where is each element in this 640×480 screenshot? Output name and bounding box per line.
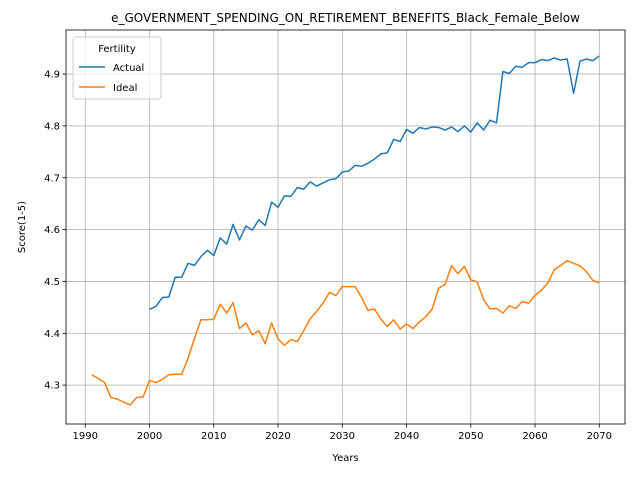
chart-title: e_GOVERNMENT_SPENDING_ON_RETIREMENT_BENE… bbox=[111, 11, 580, 25]
x-tick-label: 2050 bbox=[458, 431, 483, 442]
plot-frame bbox=[65, 29, 626, 425]
x-tick-label: 2060 bbox=[522, 431, 547, 442]
legend-label-ideal: Ideal bbox=[113, 83, 137, 94]
series-line-ideal bbox=[91, 259, 600, 406]
grid bbox=[66, 30, 625, 424]
y-tick-label: 4.3 bbox=[44, 381, 60, 392]
x-tick-label: 1990 bbox=[73, 431, 98, 442]
legend: Fertility Actual Ideal bbox=[72, 36, 162, 100]
axis-ticks: 1990 2000 2010 2020 2030 2040 2050 2060 2070 4.3 4… bbox=[44, 70, 612, 442]
legend-title: Fertility bbox=[98, 44, 136, 55]
legend-items: Actual Ideal bbox=[79, 63, 144, 94]
legend-box bbox=[72, 36, 162, 100]
y-tick-label: 4.5 bbox=[44, 277, 60, 288]
y-tick-label: 4.7 bbox=[44, 173, 60, 184]
legend-label-actual: Actual bbox=[113, 63, 144, 74]
x-tick-label: 2070 bbox=[587, 431, 612, 442]
series-line-actual bbox=[149, 55, 600, 311]
x-tick-label: 2010 bbox=[201, 431, 226, 442]
x-tick-label: 2030 bbox=[330, 431, 355, 442]
y-axis-label: Score(1-5) bbox=[17, 201, 28, 253]
y-tick-label: 4.9 bbox=[44, 70, 60, 81]
x-axis-label: Years bbox=[331, 453, 358, 464]
y-tick-label: 4.6 bbox=[44, 225, 60, 236]
x-tick-label: 2000 bbox=[137, 431, 162, 442]
y-tick-label: 4.4 bbox=[44, 329, 60, 340]
series-lines bbox=[91, 55, 600, 406]
x-tick-label: 2020 bbox=[265, 431, 290, 442]
x-tick-label: 2040 bbox=[394, 431, 419, 442]
y-tick-label: 4.8 bbox=[44, 121, 60, 132]
